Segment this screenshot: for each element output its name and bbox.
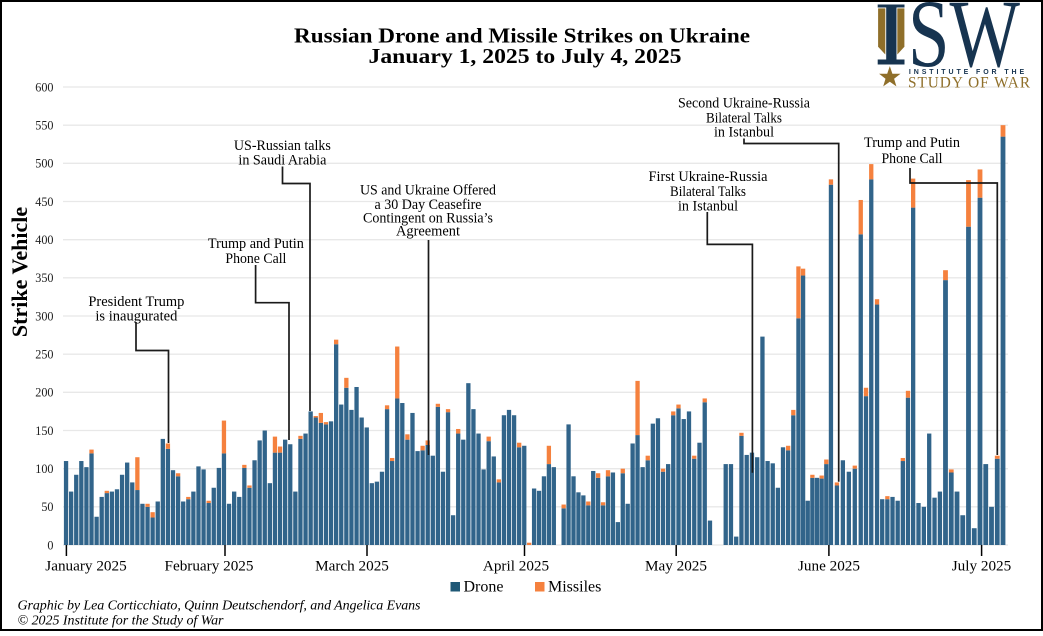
svg-text:Phone Call: Phone Call: [882, 151, 943, 167]
svg-text:Drone: Drone: [464, 579, 504, 596]
svg-text:a 30 Day Ceasefire: a 30 Day Ceasefire: [375, 197, 482, 213]
svg-text:January 1, 2025 to July 4, 202: January 1, 2025 to July 4, 2025: [369, 44, 682, 68]
svg-text:350: 350: [35, 271, 53, 285]
svg-text:Second Ukraine-Russia: Second Ukraine-Russia: [678, 96, 810, 112]
svg-text:Bilateral Talks: Bilateral Talks: [706, 111, 782, 127]
svg-text:SW: SW: [908, 0, 1020, 87]
svg-text:Trump and Putin: Trump and Putin: [864, 135, 961, 151]
svg-text:250: 250: [35, 348, 53, 362]
svg-text:INSTITUTE FOR THE: INSTITUTE FOR THE: [909, 69, 1027, 76]
svg-text:150: 150: [35, 424, 53, 438]
svg-text:0: 0: [47, 538, 53, 552]
svg-text:June 2025: June 2025: [798, 558, 860, 575]
svg-text:Russian Drone and Missile Stri: Russian Drone and Missile Strikes on Ukr…: [294, 23, 750, 47]
svg-text:400: 400: [35, 233, 53, 247]
svg-text:Graphic by Lea Corticchiato, Q: Graphic by Lea Corticchiato, Quinn Deuts…: [18, 598, 422, 613]
svg-text:450: 450: [35, 195, 53, 209]
svg-text:Strike Vehicle: Strike Vehicle: [7, 207, 32, 337]
svg-text:Phone Call: Phone Call: [225, 251, 286, 267]
svg-text:April 2025: April 2025: [483, 558, 549, 575]
svg-text:Bilateral Talks: Bilateral Talks: [670, 184, 746, 200]
svg-text:US and Ukraine Offered: US and Ukraine Offered: [360, 183, 497, 199]
svg-text:July 2025: July 2025: [952, 558, 1012, 575]
svg-text:US-Russian talks: US-Russian talks: [234, 138, 331, 154]
svg-text:550: 550: [35, 119, 53, 133]
svg-text:March 2025: March 2025: [315, 558, 389, 575]
svg-text:500: 500: [35, 157, 53, 171]
svg-text:is inaugurated: is inaugurated: [95, 309, 178, 325]
svg-text:May 2025: May 2025: [645, 558, 707, 575]
svg-text:President Trump: President Trump: [88, 294, 184, 310]
svg-text:February 2025: February 2025: [165, 558, 254, 575]
svg-text:January 2025: January 2025: [45, 558, 126, 575]
svg-text:STUDY OF WAR: STUDY OF WAR: [908, 75, 1031, 92]
svg-text:© 2025 Institute for the Study: © 2025 Institute for the Study of War: [18, 614, 225, 629]
svg-text:Contingent on Russia’s: Contingent on Russia’s: [363, 210, 493, 226]
svg-text:100: 100: [35, 462, 53, 476]
svg-text:in Istanbul: in Istanbul: [714, 125, 774, 141]
svg-text:Agreement: Agreement: [396, 224, 460, 240]
svg-text:300: 300: [35, 309, 53, 323]
svg-text:50: 50: [41, 500, 53, 514]
svg-text:200: 200: [35, 386, 53, 400]
svg-text:600: 600: [35, 80, 53, 94]
svg-text:Missiles: Missiles: [548, 579, 601, 596]
svg-text:in Istanbul: in Istanbul: [678, 199, 738, 215]
svg-text:Trump and Putin: Trump and Putin: [208, 236, 305, 252]
svg-text:in Saudi Arabia: in Saudi Arabia: [238, 153, 327, 169]
svg-text:First Ukraine-Russia: First Ukraine-Russia: [649, 169, 769, 185]
